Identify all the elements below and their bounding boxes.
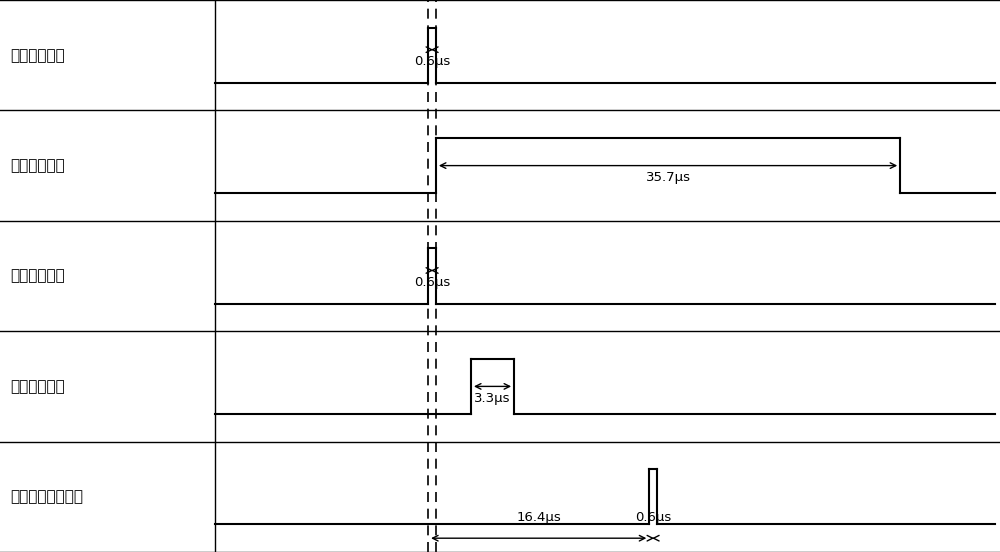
Text: 延时转发控制脉冲: 延时转发控制脉冲	[10, 489, 83, 505]
Text: 功放检测脉冲: 功放检测脉冲	[10, 379, 65, 394]
Text: 微波开关脉冲: 微波开关脉冲	[10, 158, 65, 173]
Text: 3.3μs: 3.3μs	[474, 392, 511, 405]
Text: 脉冲检波信号: 脉冲检波信号	[10, 47, 65, 63]
Text: 0.6μs: 0.6μs	[414, 276, 450, 289]
Text: 35.7μs: 35.7μs	[646, 171, 691, 184]
Text: 0.6μs: 0.6μs	[414, 55, 450, 68]
Text: 16.4μs: 16.4μs	[516, 511, 561, 524]
Text: 再生检波脉冲: 再生检波脉冲	[10, 268, 65, 284]
Text: 0.6μs: 0.6μs	[635, 511, 671, 524]
